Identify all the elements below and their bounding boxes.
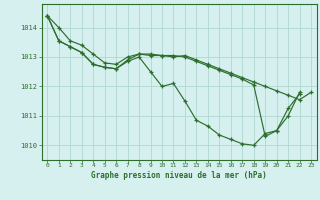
X-axis label: Graphe pression niveau de la mer (hPa): Graphe pression niveau de la mer (hPa)	[91, 171, 267, 180]
